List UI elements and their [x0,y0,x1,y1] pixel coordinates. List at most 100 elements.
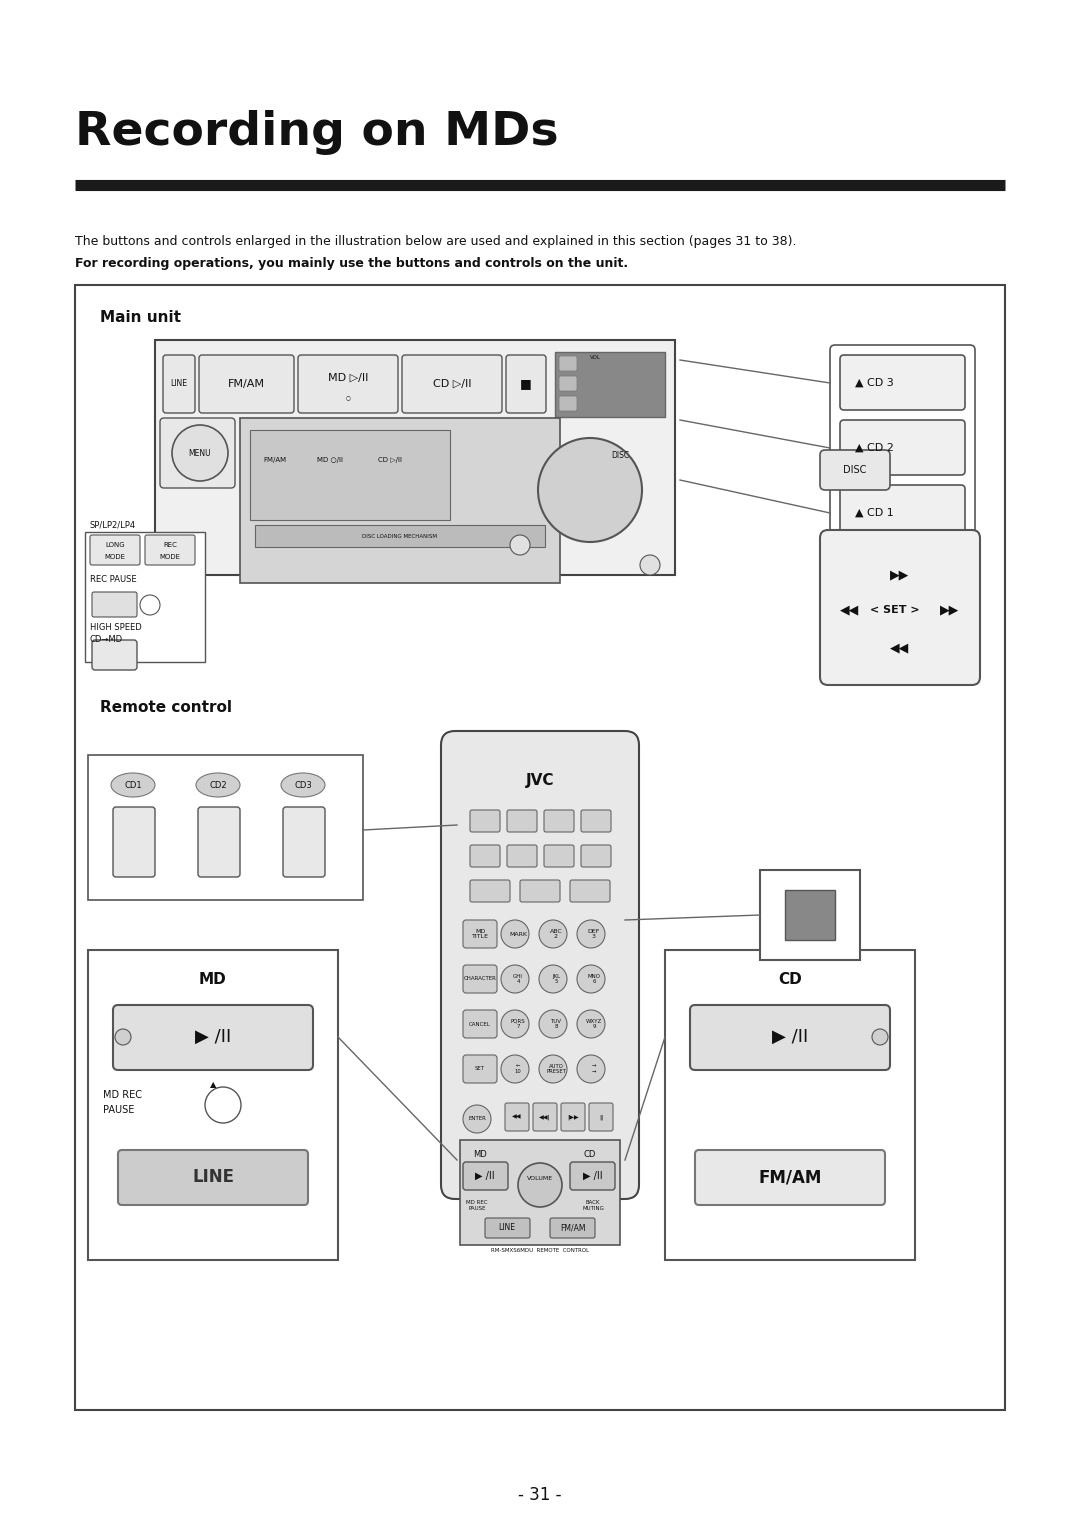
FancyBboxPatch shape [690,1005,890,1070]
Bar [85,532,205,662]
FancyBboxPatch shape [198,807,240,877]
Circle shape [501,1010,529,1038]
Text: WXYZ
9: WXYZ 9 [585,1019,603,1030]
Text: JKL
5: JKL 5 [552,973,561,984]
Bar [785,889,835,940]
Text: MD: MD [473,1151,487,1160]
Text: ◀◀: ◀◀ [890,642,909,654]
Circle shape [501,920,529,947]
Text: Main unit: Main unit [100,310,181,325]
Circle shape [510,535,530,555]
Text: CD ▷/II: CD ▷/II [378,457,402,463]
Text: For recording operations, you mainly use the buttons and controls on the unit.: For recording operations, you mainly use… [75,257,629,270]
Text: DISC: DISC [843,465,866,475]
Circle shape [539,966,567,993]
FancyBboxPatch shape [507,810,537,833]
Text: CHARACTER: CHARACTER [463,976,497,981]
Text: REC: REC [163,542,177,549]
FancyBboxPatch shape [559,356,577,371]
Text: FM/AM: FM/AM [758,1167,822,1186]
FancyBboxPatch shape [283,807,325,877]
Text: ▶ /II: ▶ /II [772,1028,808,1047]
Text: ▶▶: ▶▶ [890,568,909,582]
Text: ◀◀|: ◀◀| [539,1114,551,1120]
FancyBboxPatch shape [470,810,500,833]
FancyBboxPatch shape [163,354,195,413]
Text: - 31 -: - 31 - [518,1487,562,1504]
Text: VOLUME: VOLUME [527,1175,553,1181]
FancyBboxPatch shape [92,640,137,669]
Text: CD: CD [584,1151,596,1160]
Bar [87,950,338,1261]
FancyBboxPatch shape [581,845,611,866]
Bar [240,419,561,584]
Text: CD3: CD3 [294,781,312,790]
Circle shape [205,1086,241,1123]
Text: SET: SET [475,1067,485,1071]
Bar [87,755,363,900]
FancyBboxPatch shape [519,880,561,902]
FancyBboxPatch shape [485,1218,530,1238]
Text: CD→MD: CD→MD [90,636,123,643]
Text: ENTER: ENTER [468,1117,486,1122]
Text: ▲ CD 2: ▲ CD 2 [855,443,894,452]
Text: CD: CD [778,972,801,987]
Bar [460,1140,620,1245]
Text: JVC: JVC [526,773,554,787]
Text: AUTO
PRESET: AUTO PRESET [546,1063,566,1074]
Circle shape [463,1105,491,1132]
FancyBboxPatch shape [534,1103,557,1131]
Circle shape [539,1010,567,1038]
Text: CANCEL: CANCEL [469,1022,491,1027]
FancyBboxPatch shape [92,591,137,617]
FancyBboxPatch shape [463,1054,497,1083]
Text: →
→: → → [592,1063,596,1074]
Circle shape [872,1028,888,1045]
FancyBboxPatch shape [544,845,573,866]
Text: DEF
3: DEF 3 [588,929,600,940]
Bar [249,429,450,520]
Text: MENU: MENU [189,449,212,457]
Text: FM/AM: FM/AM [561,1224,585,1233]
Text: LINE: LINE [192,1167,234,1186]
Text: BACK
MUTING: BACK MUTING [582,1199,604,1210]
FancyBboxPatch shape [570,880,610,902]
Text: MD ○/II: MD ○/II [318,457,343,463]
FancyBboxPatch shape [463,920,497,947]
Circle shape [172,425,228,481]
FancyBboxPatch shape [550,1218,595,1238]
FancyBboxPatch shape [544,810,573,833]
FancyBboxPatch shape [402,354,502,413]
Circle shape [577,1010,605,1038]
Text: MD
TITLE: MD TITLE [472,929,488,940]
FancyBboxPatch shape [840,354,966,410]
Ellipse shape [111,773,156,798]
Ellipse shape [281,773,325,798]
Text: REC PAUSE: REC PAUSE [90,575,137,584]
FancyBboxPatch shape [113,807,156,877]
FancyBboxPatch shape [90,535,140,565]
FancyBboxPatch shape [160,419,235,487]
Text: DISC LOADING MECHANISM: DISC LOADING MECHANISM [363,533,437,538]
Text: CD ▷/II: CD ▷/II [433,379,471,390]
Circle shape [538,439,642,542]
Circle shape [577,966,605,993]
Text: ||: || [599,1114,603,1120]
Text: CD2: CD2 [210,781,227,790]
FancyBboxPatch shape [561,1103,585,1131]
Circle shape [501,1054,529,1083]
Text: TUV
8: TUV 8 [551,1019,562,1030]
Text: MODE: MODE [160,555,180,559]
Text: ▲: ▲ [210,1080,216,1089]
Text: ▶ /II: ▶ /II [583,1170,603,1181]
Circle shape [539,1054,567,1083]
FancyBboxPatch shape [581,810,611,833]
Bar [760,869,860,960]
FancyBboxPatch shape [113,1005,313,1070]
Text: DISC: DISC [611,451,629,460]
Text: ○: ○ [346,396,350,400]
Circle shape [518,1163,562,1207]
Circle shape [539,920,567,947]
Text: VOL: VOL [590,354,600,361]
FancyBboxPatch shape [463,966,497,993]
